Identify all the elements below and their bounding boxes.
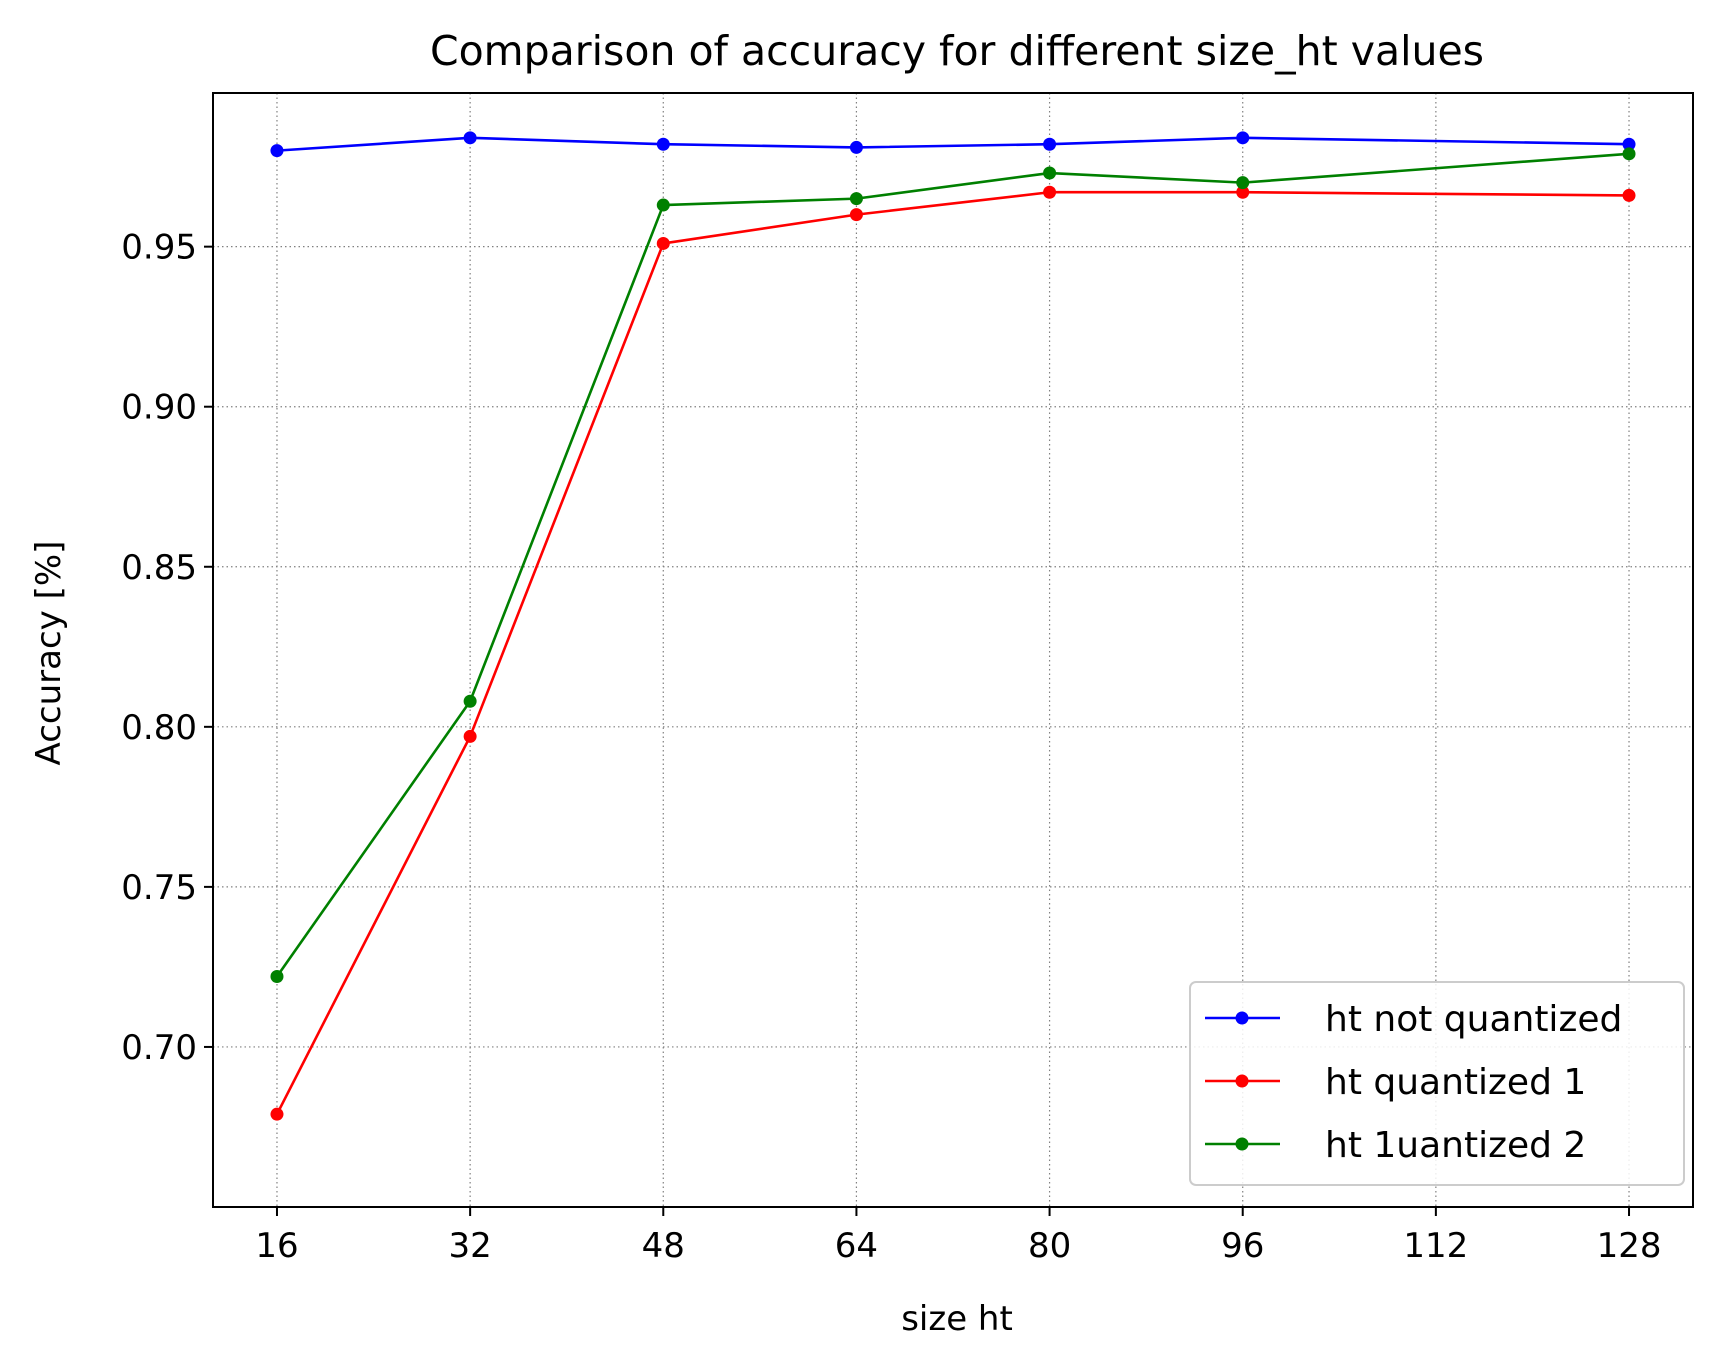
tick-layer: 16 32 48 64 80 96 112 128 0.70 0.75 0.80 0.85 0.90 0.…	[121, 228, 1661, 1266]
legend-swatch-marker	[1235, 1011, 1249, 1025]
series-1-point	[656, 137, 670, 151]
y-axis-label: Accuracy [%]	[29, 541, 69, 766]
y-tick-label: 0.85	[121, 548, 197, 588]
x-tick-label: 96	[1221, 1226, 1264, 1266]
series-1-point	[849, 140, 863, 154]
series-2-point	[1236, 185, 1250, 199]
series-3-point	[463, 694, 477, 708]
legend: ht not quantized ht quantized 1 ht 1uantiz…	[1189, 981, 1685, 1186]
series-2-point	[656, 236, 670, 250]
series-3-point	[849, 192, 863, 206]
series-3-point	[656, 198, 670, 212]
legend-label: ht quantized 1	[1325, 1062, 1586, 1103]
series-3-point	[1622, 147, 1636, 161]
chart-title: Comparison of accuracy for different siz…	[430, 27, 1484, 75]
series-1-point	[270, 144, 284, 158]
x-tick-label: 128	[1597, 1226, 1662, 1266]
legend-box	[1189, 981, 1685, 1186]
x-tick-label: 64	[835, 1226, 878, 1266]
series-3-point	[1236, 176, 1250, 190]
legend-swatch-marker	[1235, 1074, 1249, 1088]
series-3-point	[1043, 166, 1057, 180]
x-tick-label: 16	[255, 1226, 298, 1266]
series-1-point	[1622, 137, 1636, 151]
legend-label: ht 1uantized 2	[1325, 1125, 1586, 1166]
y-tick-label: 0.75	[121, 868, 197, 908]
series-layer	[270, 131, 1636, 1121]
x-tick-label: 80	[1028, 1226, 1071, 1266]
series-2-point	[1622, 188, 1636, 202]
y-tick-label: 0.70	[121, 1028, 197, 1068]
series-3-point	[270, 970, 284, 984]
legend-swatch-marker	[1235, 1137, 1249, 1151]
series-2-point	[1043, 185, 1057, 199]
plot-frame	[212, 92, 1694, 1208]
x-tick-label: 48	[642, 1226, 685, 1266]
x-axis-label: size ht	[901, 1299, 1013, 1339]
y-tick-label: 0.80	[121, 708, 197, 748]
legend-label: ht not quantized	[1325, 999, 1622, 1040]
series-2-point	[270, 1107, 284, 1121]
series-2-point	[463, 729, 477, 743]
x-tick-label: 32	[448, 1226, 491, 1266]
series-1-point	[1043, 137, 1057, 151]
y-tick-label: 0.95	[121, 228, 197, 268]
y-tick-label: 0.90	[121, 388, 197, 428]
x-tick-label: 112	[1403, 1226, 1468, 1266]
series-1-point	[1236, 131, 1250, 145]
series-1-point	[463, 131, 477, 145]
series-2-point	[849, 208, 863, 222]
